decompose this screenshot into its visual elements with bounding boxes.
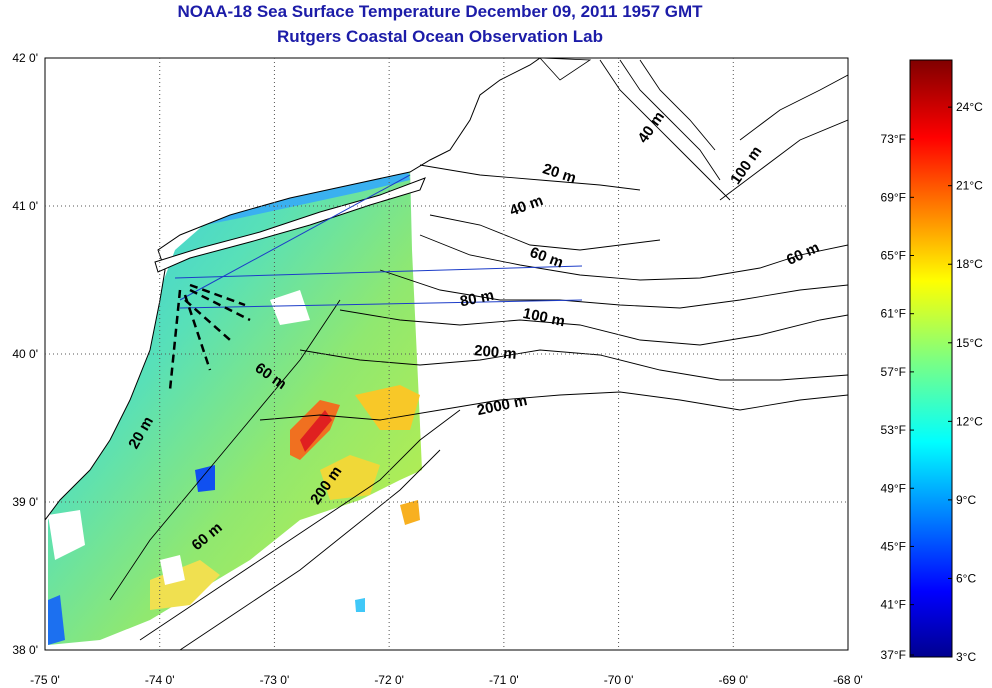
- lat-tick-label: 41 0': [12, 199, 38, 213]
- grid-lines: [45, 58, 848, 650]
- celsius-label: 6°C: [956, 571, 976, 585]
- contour-label: 200 m: [473, 342, 517, 363]
- fahrenheit-label: 73°F: [881, 132, 906, 146]
- celsius-label: 15°C: [956, 336, 983, 350]
- celsius-label: 18°C: [956, 257, 983, 271]
- bathymetry-contours: [109, 59, 848, 650]
- lat-tick-label: 38 0': [12, 643, 38, 657]
- lon-tick-label: -74 0': [145, 673, 175, 687]
- fahrenheit-label: 53°F: [881, 423, 906, 437]
- colorbar-ticks: 24°C 21°C 18°C 15°C 12°C 9°C 6°C 3°C 73°F 69°F 65°…: [881, 100, 984, 664]
- colorbar: [909, 59, 953, 658]
- fahrenheit-label: 49°F: [881, 481, 906, 495]
- lon-tick-label: -68 0': [833, 673, 863, 687]
- celsius-label: 12°C: [956, 414, 983, 428]
- fahrenheit-label: 69°F: [881, 190, 906, 204]
- celsius-label: 24°C: [956, 100, 983, 114]
- lat-tick-label: 40 0': [12, 347, 38, 361]
- lat-tick-label: 42 0': [12, 51, 38, 65]
- fahrenheit-label: 41°F: [881, 598, 906, 612]
- longitude-labels: -75 0' -74 0' -73 0' -72 0' -71 0' -70 0' -69 …: [30, 673, 863, 687]
- lon-tick-label: -72 0': [374, 673, 404, 687]
- celsius-label: 21°C: [956, 179, 983, 193]
- lon-tick-label: -75 0': [30, 673, 60, 687]
- fahrenheit-label: 37°F: [881, 648, 906, 662]
- lat-tick-label: 39 0': [12, 495, 38, 509]
- celsius-label: 3°C: [956, 650, 976, 664]
- map-title: NOAA-18 Sea Surface Temperature December…: [177, 2, 703, 21]
- fahrenheit-label: 57°F: [881, 365, 906, 379]
- celsius-label: 9°C: [956, 493, 976, 507]
- transect-lines: [174, 174, 583, 309]
- fahrenheit-label: 65°F: [881, 249, 906, 263]
- land-masses: [45, 58, 592, 521]
- contour-label: 80 m: [459, 287, 496, 311]
- lon-tick-label: -70 0': [604, 673, 634, 687]
- lon-tick-label: -73 0': [260, 673, 290, 687]
- glider-tracks: [168, 283, 251, 391]
- lon-tick-label: -71 0': [489, 673, 519, 687]
- latitude-labels: 38 0' 39 0' 40 0' 41 0' 42 0': [12, 51, 38, 657]
- fahrenheit-label: 61°F: [881, 307, 906, 321]
- map-subtitle: Rutgers Coastal Ocean Observation Lab: [277, 27, 603, 46]
- lon-tick-label: -69 0': [718, 673, 748, 687]
- fahrenheit-label: 45°F: [881, 539, 906, 553]
